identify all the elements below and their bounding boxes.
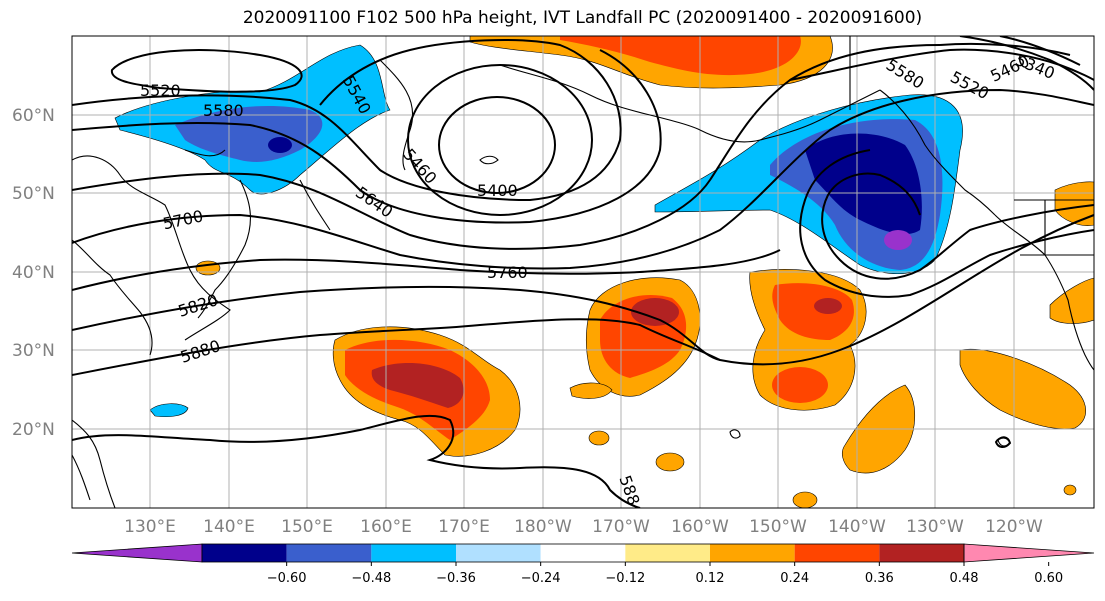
colorbar-segment xyxy=(540,544,626,562)
colorbar-extension-low xyxy=(71,543,203,563)
colorbar-tick-label: 0.36 xyxy=(865,571,894,586)
contour-label: 5520 xyxy=(140,81,181,100)
colorbar-tick-label: 0.48 xyxy=(950,571,979,586)
colorbar-extension-high xyxy=(963,543,1095,563)
lon-label: 140°W xyxy=(828,517,886,537)
lon-label: 130°E xyxy=(124,517,176,537)
colorbar-segment xyxy=(456,544,541,562)
lon-label: 150°E xyxy=(281,517,333,537)
lon-label: 130°W xyxy=(906,517,964,537)
colorbar: −0.60 −0.48 −0.36 −0.24 −0.12 0.12 0.24 0.36 0.4… xyxy=(71,543,1095,586)
lon-label: 160°W xyxy=(671,517,729,537)
colorbar-segment xyxy=(286,544,372,562)
lat-label: 50°N xyxy=(12,184,55,204)
colorbar-tick-label: −0.12 xyxy=(605,571,645,586)
latitude-labels: 60°N 50°N 40°N 30°N 20°N xyxy=(12,106,55,440)
colorbar-segment xyxy=(625,544,710,562)
lon-label: 180°W xyxy=(514,517,572,537)
lon-label: 140°E xyxy=(203,517,255,537)
lon-label: 170°W xyxy=(592,517,650,537)
map-title: 2020091100 F102 500 hPa height, IVT Land… xyxy=(242,8,923,28)
colorbar-segment xyxy=(202,544,287,562)
colorbar-segment xyxy=(710,544,795,562)
coastlines xyxy=(72,36,1094,508)
lon-label: 160°E xyxy=(360,517,412,537)
colorbar-tick-label: −0.36 xyxy=(436,571,476,586)
contour-label: 5400 xyxy=(477,181,518,200)
colorbar-segment xyxy=(794,544,880,562)
colorbar-segment xyxy=(371,544,456,562)
height-contours xyxy=(72,36,1094,508)
lat-label: 60°N xyxy=(12,106,55,126)
contour-label: 5580 xyxy=(203,101,244,120)
colorbar-tick-label: −0.48 xyxy=(351,571,391,586)
lat-label: 30°N xyxy=(12,341,55,361)
map-frame xyxy=(71,35,1095,509)
lat-label: 40°N xyxy=(12,263,55,283)
longitude-labels: 130°E 140°E 150°E 160°E 170°E 180°W 170°… xyxy=(124,517,1043,537)
colorbar-frame xyxy=(201,543,965,563)
lon-label: 170°E xyxy=(438,517,490,537)
lat-label: 20°N xyxy=(12,420,55,440)
graticule xyxy=(72,36,1094,508)
ivt-positive-shading xyxy=(195,36,1094,508)
map-area: 5520 5580 5540 5460 5400 5640 5700 5760 … xyxy=(72,36,1094,508)
contour-label: 5760 xyxy=(487,263,528,282)
colorbar-tick-label: 0.12 xyxy=(696,571,725,586)
colorbar-segment xyxy=(879,544,964,562)
colorbar-tick-label: 0.60 xyxy=(1034,571,1063,586)
colorbar-tick-label: −0.24 xyxy=(521,571,561,586)
lon-label: 120°W xyxy=(985,517,1043,537)
colorbar-tick-label: −0.60 xyxy=(267,571,307,586)
lon-label: 150°W xyxy=(749,517,807,537)
colorbar-tick-label: 0.24 xyxy=(780,571,809,586)
